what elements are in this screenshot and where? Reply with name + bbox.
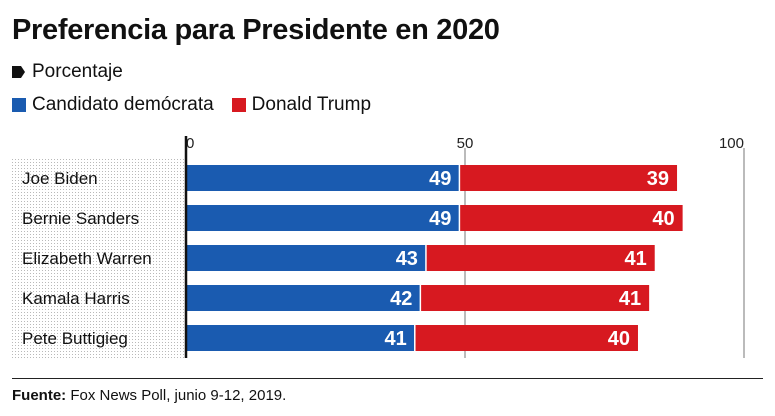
- bar-trump: [459, 165, 678, 191]
- subtitle-text: Porcentaje: [32, 61, 123, 82]
- bar-trump: [414, 325, 638, 351]
- value-label: 40: [608, 328, 630, 350]
- value-label: 41: [624, 248, 646, 270]
- legend-item-democrat: Candidato demócrata: [12, 94, 214, 116]
- bar-trump: [459, 205, 683, 231]
- legend-label-democrat: Candidato demócrata: [32, 94, 214, 115]
- legend-item-trump: Donald Trump: [231, 94, 372, 116]
- legend-swatch-trump: [231, 98, 246, 112]
- value-label: 40: [652, 208, 674, 230]
- x-tick-label: 100: [719, 135, 744, 152]
- category-label: Elizabeth Warren: [22, 249, 152, 268]
- value-label: 42: [390, 288, 412, 310]
- value-label: 49: [429, 208, 451, 230]
- source-label: Fuente:: [12, 387, 67, 404]
- label-panel: [12, 158, 186, 358]
- bar-trump: [420, 285, 650, 311]
- value-label: 49: [429, 168, 451, 190]
- category-label: Bernie Sanders: [22, 209, 139, 228]
- bar-democrat: [186, 245, 426, 271]
- bar-democrat: [186, 325, 415, 351]
- footer-rule: [12, 378, 763, 379]
- tag-icon: [12, 66, 25, 78]
- legend-label-trump: Donald Trump: [251, 94, 372, 115]
- value-label: 41: [619, 288, 641, 310]
- value-label: 39: [647, 168, 669, 190]
- bar-democrat: [186, 205, 460, 231]
- bar-democrat: [186, 285, 421, 311]
- value-label: 41: [385, 328, 407, 350]
- x-tick-label: 0: [186, 135, 194, 152]
- bar-trump: [425, 245, 655, 271]
- chart-subtitle: Porcentaje: [12, 61, 123, 83]
- legend: Candidato demócrata Donald Trump: [12, 94, 371, 116]
- legend-swatch-democrat: [12, 98, 26, 112]
- category-label: Joe Biden: [22, 169, 98, 188]
- bar-democrat: [186, 165, 460, 191]
- value-label: 43: [396, 248, 418, 270]
- chart-title: Preferencia para Presidente en 2020: [12, 14, 500, 46]
- x-tick-label: 50: [457, 135, 474, 152]
- source-note: Fuente: Fox News Poll, junio 9-12, 2019.: [12, 387, 286, 404]
- category-label: Kamala Harris: [22, 289, 130, 308]
- category-label: Pete Buttigieg: [22, 329, 128, 348]
- source-text: Fox News Poll, junio 9-12, 2019.: [70, 387, 287, 404]
